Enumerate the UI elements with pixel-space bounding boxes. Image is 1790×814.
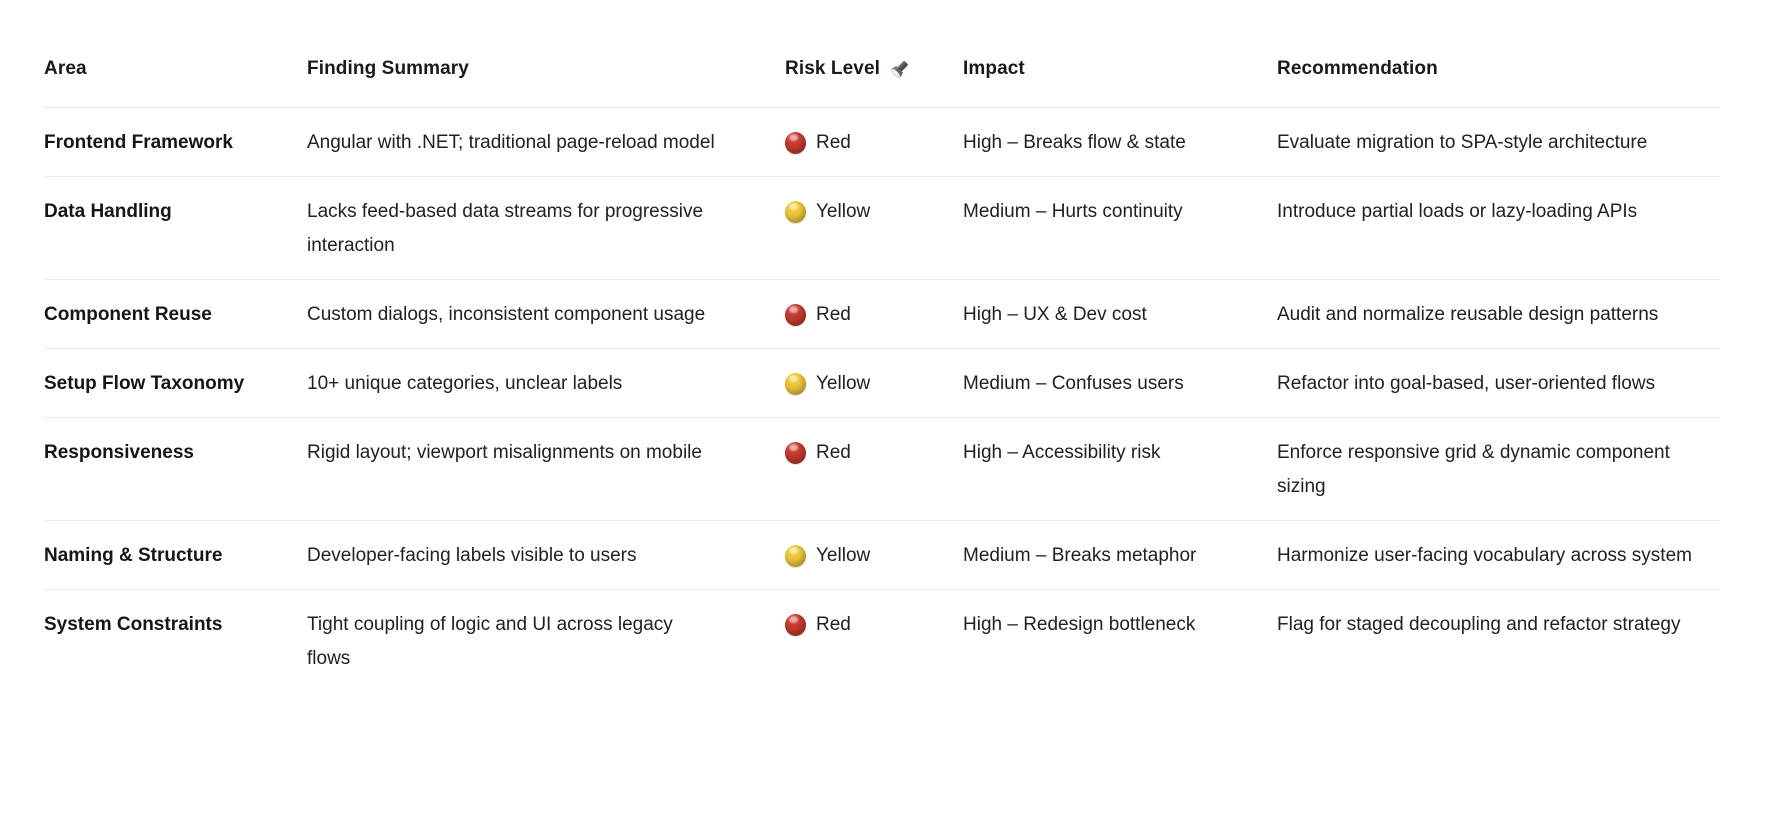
risk-level-cell: Red bbox=[785, 279, 963, 349]
impact-cell: Medium – Hurts continuity bbox=[963, 176, 1277, 280]
risk-status-dot bbox=[785, 545, 806, 567]
finding-summary-cell: Angular with .NET; traditional page-relo… bbox=[307, 107, 785, 177]
table-row: Frontend Framework Angular with .NET; tr… bbox=[44, 107, 1720, 177]
recommendation-cell: Harmonize user-facing vocabulary across … bbox=[1277, 520, 1720, 590]
risk-level-header-label: Risk Level bbox=[785, 57, 880, 79]
risk-status-label: Yellow bbox=[816, 373, 871, 394]
risk-level-cell: Yellow bbox=[785, 176, 963, 280]
finding-summary-cell: Rigid layout; viewport misalignments on … bbox=[307, 417, 785, 521]
table-row: Setup Flow Taxonomy 10+ unique categorie… bbox=[44, 348, 1720, 418]
recommendation-cell: Flag for staged decoupling and refactor … bbox=[1277, 614, 1681, 635]
column-header-area: Area bbox=[44, 57, 307, 108]
risk-status-dot bbox=[785, 304, 806, 326]
flashlight-icon bbox=[890, 61, 908, 79]
risk-status-label: Yellow bbox=[816, 545, 871, 566]
area-cell: Component Reuse bbox=[44, 279, 307, 349]
risk-status-dot bbox=[785, 614, 806, 636]
finding-summary-cell: Custom dialogs, inconsistent component u… bbox=[307, 279, 785, 349]
table-row: Data Handling Lacks feed-based data stre… bbox=[44, 176, 1720, 280]
column-header-impact: Impact bbox=[963, 57, 1277, 108]
recommendation-cell: Evaluate migration to SPA-style architec… bbox=[1277, 107, 1720, 177]
finding-summary-cell: Developer-facing labels visible to users bbox=[307, 520, 785, 590]
finding-summary-cell: Tight coupling of logic and UI across le… bbox=[307, 614, 673, 669]
table-row: Naming & Structure Developer-facing labe… bbox=[44, 520, 1720, 590]
risk-status-label: Red bbox=[816, 304, 851, 325]
column-header-risk-level: Risk Level bbox=[785, 57, 963, 108]
table-row: Component Reuse Custom dialogs, inconsis… bbox=[44, 279, 1720, 349]
risk-status-dot bbox=[785, 373, 806, 395]
column-header-finding-summary: Finding Summary bbox=[307, 57, 785, 108]
finding-summary-cell: 10+ unique categories, unclear labels bbox=[307, 348, 785, 418]
area-cell: System Constraints bbox=[44, 614, 223, 635]
area-cell: Naming & Structure bbox=[44, 520, 307, 590]
risk-status-dot bbox=[785, 132, 806, 154]
area-cell: Setup Flow Taxonomy bbox=[44, 348, 307, 418]
risk-level-cell: Yellow bbox=[785, 520, 963, 590]
impact-cell: High – UX & Dev cost bbox=[963, 279, 1277, 349]
risk-level-cell: Red bbox=[785, 107, 963, 177]
table-header-row: Area Finding Summary Risk Level bbox=[44, 57, 1720, 108]
risk-level-cell: Red bbox=[785, 590, 963, 693]
recommendation-cell: Refactor into goal-based, user-oriented … bbox=[1277, 348, 1720, 418]
table-row: Responsiveness Rigid layout; viewport mi… bbox=[44, 417, 1720, 521]
finding-summary-cell: Lacks feed-based data streams for progre… bbox=[307, 176, 785, 280]
risk-status-label: Red bbox=[816, 442, 851, 463]
area-cell: Responsiveness bbox=[44, 417, 307, 521]
table-row: System Constraints Tight coupling of log… bbox=[44, 590, 1720, 693]
column-header-recommendation: Recommendation bbox=[1277, 57, 1720, 108]
area-cell: Frontend Framework bbox=[44, 107, 307, 177]
impact-cell: Medium – Breaks metaphor bbox=[963, 520, 1277, 590]
recommendation-cell: Enforce responsive grid & dynamic compon… bbox=[1277, 417, 1720, 521]
risk-status-label: Yellow bbox=[816, 201, 871, 222]
impact-cell: Medium – Confuses users bbox=[963, 348, 1277, 418]
risk-status-label: Red bbox=[816, 132, 851, 153]
impact-cell: High – Redesign bottleneck bbox=[963, 614, 1196, 635]
findings-table: Area Finding Summary Risk Level bbox=[44, 57, 1720, 692]
recommendation-cell: Audit and normalize reusable design patt… bbox=[1277, 279, 1720, 349]
impact-cell: High – Breaks flow & state bbox=[963, 107, 1277, 177]
impact-cell: High – Accessibility risk bbox=[963, 417, 1277, 521]
page: Area Finding Summary Risk Level bbox=[0, 0, 1790, 692]
risk-level-cell: Red bbox=[785, 417, 963, 521]
risk-status-dot bbox=[785, 442, 806, 464]
risk-status-dot bbox=[785, 201, 806, 223]
recommendation-cell: Introduce partial loads or lazy-loading … bbox=[1277, 176, 1720, 280]
area-cell: Data Handling bbox=[44, 176, 307, 280]
risk-level-cell: Yellow bbox=[785, 348, 963, 418]
risk-status-label: Red bbox=[816, 614, 851, 635]
